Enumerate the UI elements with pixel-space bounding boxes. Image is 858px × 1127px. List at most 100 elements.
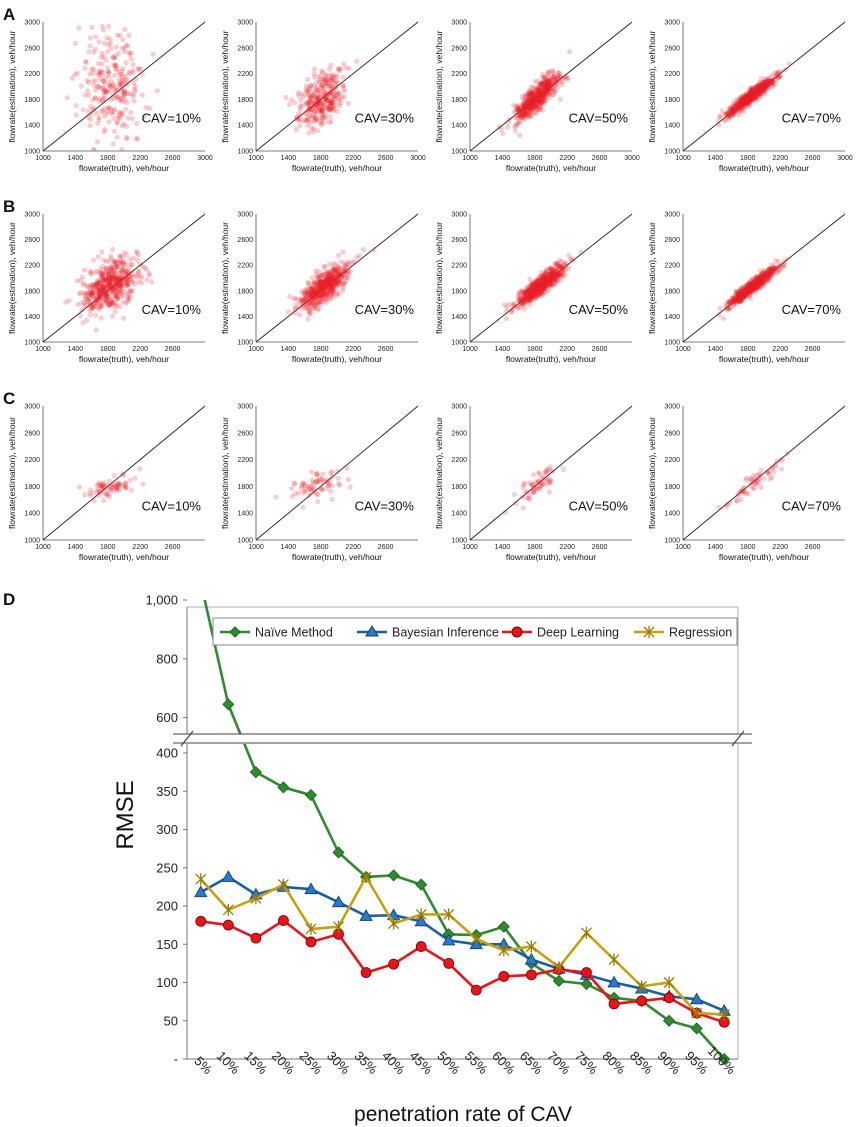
scatter-point	[546, 88, 552, 95]
scatter-point	[531, 280, 537, 286]
scatter-point	[328, 86, 334, 92]
scatter-point	[546, 90, 552, 96]
scatter-point	[537, 98, 544, 105]
scatter-point	[756, 92, 762, 98]
scatter-point	[336, 271, 342, 277]
scatter-point	[83, 303, 89, 309]
scatter-point	[551, 270, 557, 276]
scatter-point	[99, 61, 105, 67]
scatter-point	[522, 289, 528, 295]
scatter-point	[311, 279, 317, 285]
scatter-point	[88, 282, 94, 289]
scatter-point	[109, 270, 115, 276]
scatter-point	[749, 91, 755, 97]
scatter-point	[122, 87, 128, 93]
scatter-point	[764, 80, 770, 86]
scatter-point	[320, 86, 326, 92]
scatter-point	[766, 273, 772, 279]
scatter-point	[534, 101, 540, 107]
scatter-point	[325, 107, 332, 113]
scatter-point	[536, 106, 542, 112]
scatter-point	[757, 85, 763, 91]
y-tick-label: 1800	[237, 97, 253, 104]
scatter-point	[744, 97, 750, 103]
scatter-point	[765, 271, 771, 277]
scatter-point	[333, 268, 340, 274]
scatter-point	[312, 114, 319, 120]
scatter-point	[535, 470, 542, 476]
x-tick-label: 1000	[35, 544, 51, 551]
scatter-point	[760, 79, 767, 85]
scatter-point	[773, 462, 779, 468]
scatter-point	[110, 268, 116, 274]
scatter-point	[99, 107, 105, 113]
scatter-point	[296, 111, 302, 117]
scatter-point	[105, 276, 111, 282]
scatter-point	[544, 79, 550, 85]
scatter-point	[748, 94, 755, 100]
scatter-point	[744, 96, 750, 102]
scatter-point	[742, 93, 748, 99]
scatter-point	[341, 281, 347, 287]
scatter-point	[753, 87, 759, 93]
scatter-point	[332, 94, 338, 100]
scatter-point	[327, 296, 334, 302]
scatter-point	[745, 283, 751, 289]
scatter-point	[517, 295, 524, 301]
scatter-point	[746, 92, 752, 98]
scatter-point	[535, 78, 541, 84]
y-tick-label: 1000	[664, 149, 680, 156]
scatter-point	[135, 252, 142, 258]
scatter-point	[531, 280, 537, 286]
scatter-point	[743, 288, 750, 294]
scatter-point	[123, 485, 129, 491]
scatter-point	[544, 277, 550, 283]
data-point	[525, 940, 537, 953]
scatter-point	[551, 272, 557, 278]
scatter-point	[746, 294, 752, 300]
scatter-point	[286, 102, 292, 108]
scatter-point	[328, 62, 334, 68]
scatter-points	[716, 451, 791, 510]
scatter-point	[324, 274, 330, 280]
scatter-point	[107, 282, 113, 288]
scatter-point	[539, 93, 546, 99]
scatter-point	[132, 475, 138, 481]
scatter-point	[751, 93, 758, 99]
scatter-point	[113, 270, 119, 276]
scatter-point	[758, 277, 764, 283]
scatter-point	[96, 291, 102, 297]
scatter-point	[754, 280, 761, 286]
scatter-point	[333, 270, 339, 276]
scatter-point	[529, 104, 535, 110]
scatter-point	[319, 285, 325, 291]
scatter-point	[108, 284, 114, 290]
scatter-point	[127, 277, 133, 284]
scatter-point	[117, 81, 123, 87]
scatter-point	[531, 290, 537, 296]
scatter-point	[110, 141, 116, 147]
scatter-points	[502, 249, 584, 322]
scatter-point	[313, 478, 320, 484]
scatter-point	[332, 272, 338, 278]
scatter-point	[338, 276, 344, 282]
scatter-point	[754, 276, 760, 282]
scatter-point	[763, 273, 769, 279]
scatter-point	[767, 265, 774, 271]
scatter-point	[85, 282, 91, 288]
scatter-point	[329, 284, 335, 291]
scatter-point	[304, 286, 310, 292]
scatter-point	[766, 82, 772, 88]
scatter-point	[533, 294, 539, 300]
scatter-point	[754, 281, 760, 288]
scatter-point	[314, 471, 320, 477]
x-tick-label: 75%	[572, 1048, 601, 1077]
scatter-point	[737, 287, 743, 293]
scatter-point	[116, 277, 122, 283]
scatter-point	[747, 289, 753, 295]
scatter-point	[307, 300, 313, 306]
scatter-point	[557, 263, 563, 270]
x-axis-title: flowrate(truth), veh/hour	[506, 552, 596, 562]
scatter-point	[334, 281, 340, 288]
scatter-point	[108, 274, 114, 280]
